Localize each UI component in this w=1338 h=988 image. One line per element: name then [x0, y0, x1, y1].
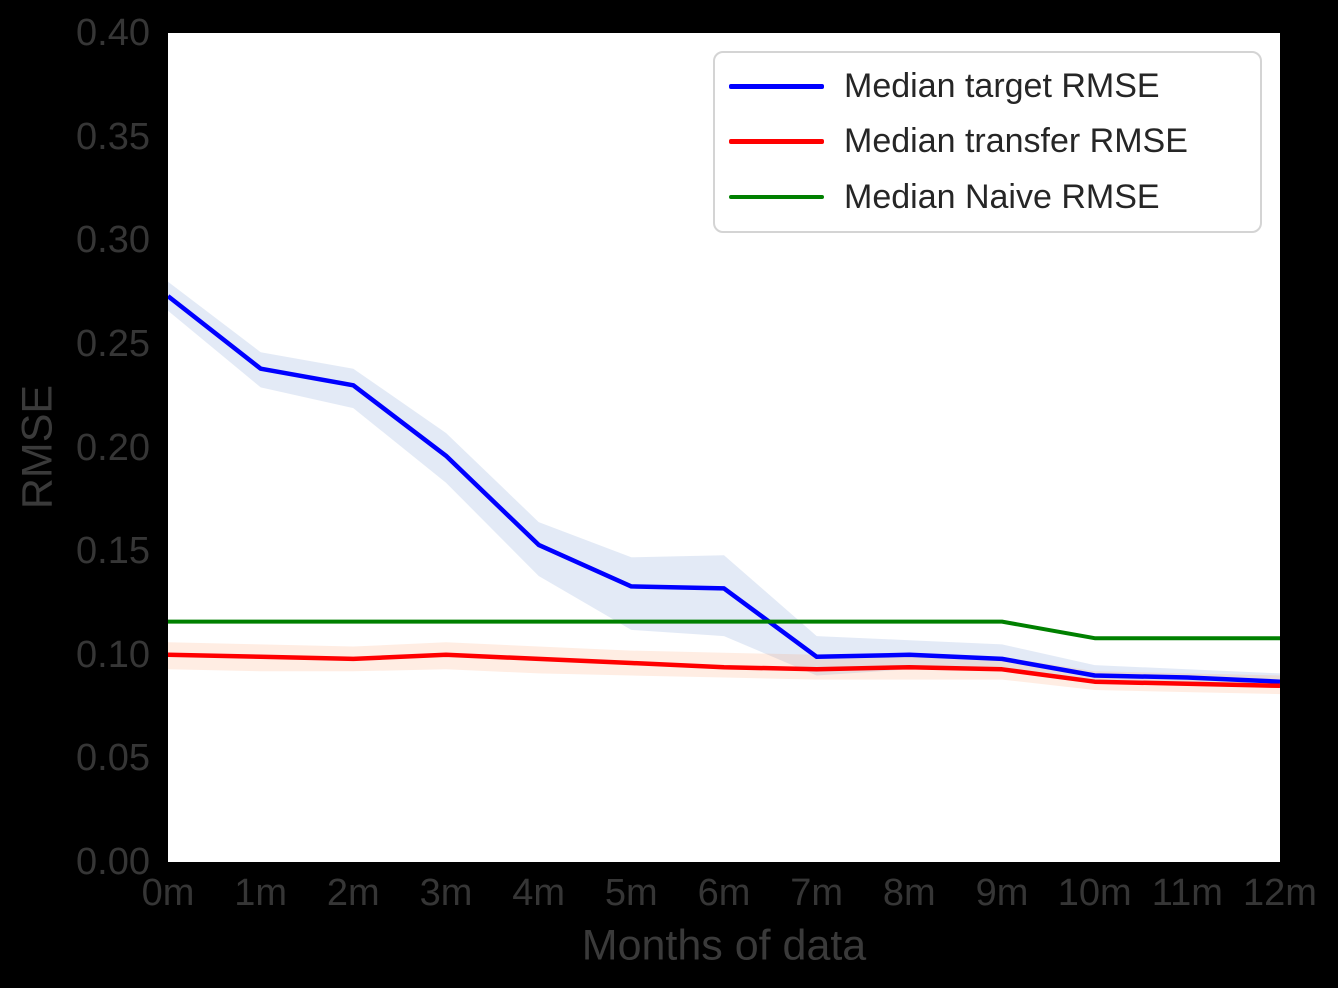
naive-line-sample-icon [729, 195, 824, 200]
legend-entry-target: Median target RMSE [729, 67, 1260, 106]
target-line-sample-icon [729, 84, 824, 90]
x-tick-label: 11m [1151, 872, 1223, 914]
y-tick-label: 0.20 [76, 426, 150, 469]
x-tick-label: 4m [512, 872, 566, 914]
x-tick-label: 5m [604, 872, 658, 914]
y-tick-label: 0.15 [76, 530, 150, 573]
line-target [168, 294, 1280, 684]
x-axis-label: Months of data [581, 921, 867, 970]
legend: Median target RMSE Median transfer RMSE … [713, 51, 1262, 233]
transfer-line-sample-icon [729, 139, 824, 145]
legend-label-transfer: Median transfer RMSE [844, 122, 1188, 161]
y-tick-label: 0.00 [76, 841, 150, 883]
y-tick-label: 0.10 [76, 633, 150, 676]
legend-label-target: Median target RMSE [844, 67, 1160, 106]
legend-label-naive: Median Naive RMSE [844, 177, 1160, 216]
x-tick-label: 1m [234, 872, 288, 914]
x-tick-label: 2m [326, 872, 380, 914]
chart-canvas [168, 281, 1280, 695]
legend-entry-transfer: Median transfer RMSE [729, 122, 1260, 161]
x-tick-label: 7m [790, 872, 844, 914]
x-tick-label: 9m [975, 872, 1029, 914]
y-tick-label: 0.35 [76, 115, 150, 158]
x-tick-label: 8m [882, 872, 936, 914]
line-naive [168, 619, 1280, 641]
legend-entry-naive: Median Naive RMSE [729, 178, 1260, 217]
y-tick-label: 0.40 [76, 12, 150, 54]
line-transfer [168, 652, 1280, 689]
y-tick-label: 0.05 [76, 737, 150, 780]
confidence-band-target [168, 281, 1280, 688]
x-tick-label: 3m [419, 872, 473, 914]
x-tick-label: 0m [141, 872, 195, 914]
x-tick-label: 10m [1057, 872, 1132, 914]
x-tick-label: 6m [697, 872, 751, 914]
x-tick-label: 12m [1243, 872, 1317, 914]
y-tick-label: 0.25 [76, 322, 150, 365]
y-tick-label: 0.30 [76, 219, 150, 262]
